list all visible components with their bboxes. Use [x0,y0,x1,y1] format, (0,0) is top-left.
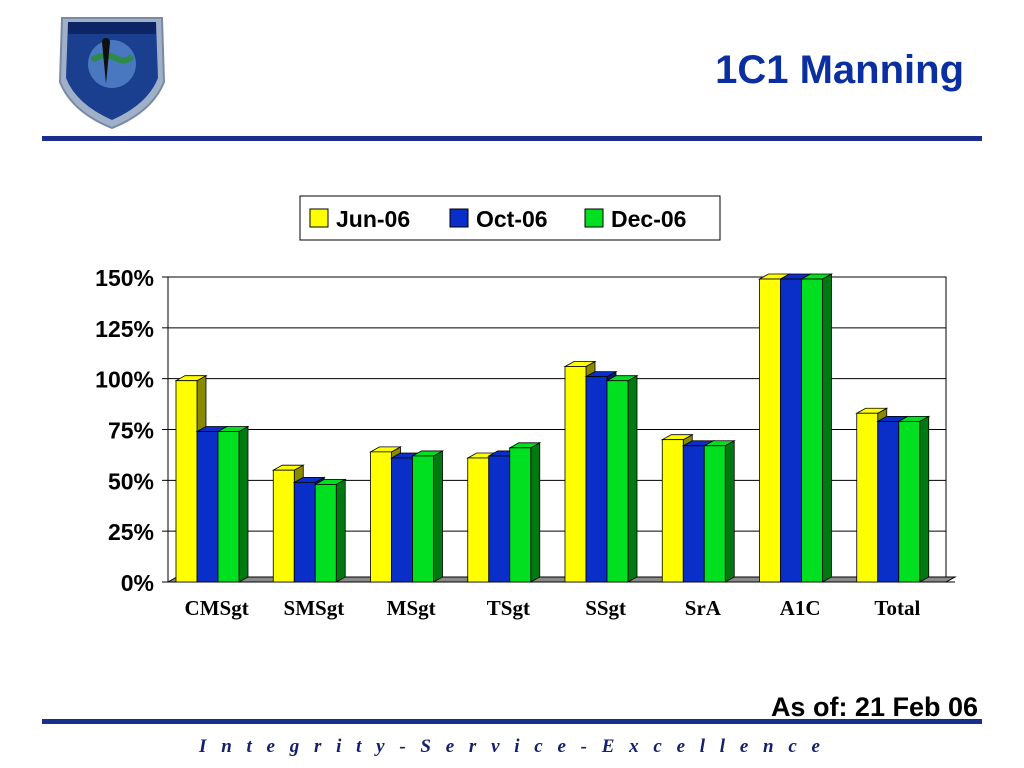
y-tick-label: 100% [95,367,154,393]
bar [217,431,240,583]
x-tick-label: A1C [780,596,821,620]
top-divider [42,136,982,141]
bar [661,439,684,583]
bar-side [433,450,443,583]
bar [780,278,802,583]
bar-side [822,273,832,583]
x-tick-label: MSgt [387,596,436,620]
bar [898,420,921,583]
bar-side [238,425,249,583]
bar [759,278,781,583]
y-tick-label: 25% [108,519,154,545]
bar [370,451,392,583]
x-tick-label: SSgt [585,596,626,620]
bar [682,445,705,583]
bar [412,455,434,583]
x-tick-label: TSgt [487,596,530,620]
bar [391,457,413,583]
bar [877,420,900,583]
legend-box [299,195,721,241]
bar-side [919,415,930,583]
y-tick-label: 0% [121,570,154,596]
bar-side [627,375,638,583]
legend-swatch [449,208,469,228]
bar [509,447,532,583]
x-tick-label: CMSgt [185,596,249,620]
y-tick-label: 150% [95,265,154,291]
bar [293,481,316,583]
legend-swatch [309,208,329,228]
x-tick-label: SMSgt [284,596,345,620]
bar [606,380,629,583]
bar [272,469,295,583]
legend-swatch [584,208,604,228]
air-force-personnel-center-logo [58,17,166,130]
bar-side [724,440,735,583]
bar [196,431,219,583]
slide-title: 1C1 Manning [715,48,964,92]
bar [488,455,511,583]
x-tick-label: Total [874,596,920,620]
y-tick-label: 125% [95,316,154,342]
bar-side [335,478,346,583]
bar [314,483,337,583]
bar [564,366,587,583]
legend-label: Oct-06 [476,206,548,232]
legend-label: Jun-06 [336,206,410,232]
bar-side [530,442,541,583]
bar [467,457,490,583]
bar [175,380,198,583]
bar [801,278,823,583]
bottom-divider [42,719,982,724]
y-tick-label: 50% [108,468,154,494]
y-tick-label: 75% [108,418,154,444]
bar [856,412,879,583]
motto: I n t e g r i t y - S e r v i c e - E x … [199,736,825,757]
bar [703,445,726,583]
bar [585,376,608,583]
legend-label: Dec-06 [611,206,686,232]
x-tick-label: SrA [685,596,722,620]
as-of-date: As of: 21 Feb 06 [770,692,978,722]
